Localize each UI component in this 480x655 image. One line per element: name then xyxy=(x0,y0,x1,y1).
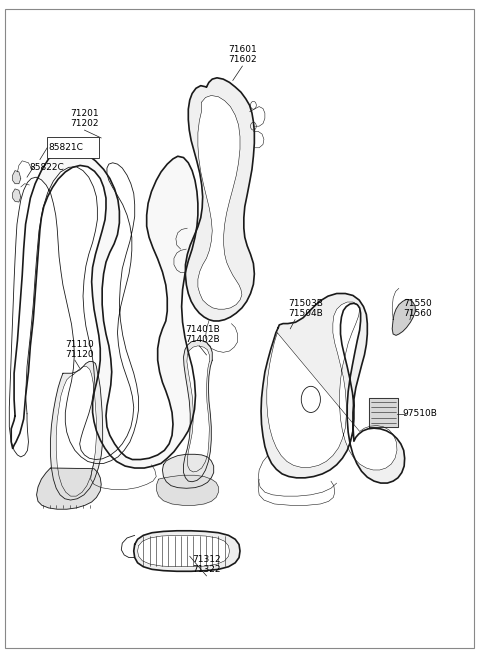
Text: 71110: 71110 xyxy=(65,340,94,349)
Text: 71312: 71312 xyxy=(192,555,221,564)
Polygon shape xyxy=(157,476,218,505)
Polygon shape xyxy=(9,163,139,464)
Text: 71401B: 71401B xyxy=(185,325,220,334)
Text: 71503B: 71503B xyxy=(288,299,323,308)
Polygon shape xyxy=(369,398,398,427)
Polygon shape xyxy=(267,302,397,470)
Polygon shape xyxy=(162,455,214,488)
Polygon shape xyxy=(11,148,198,468)
Text: 71120: 71120 xyxy=(65,350,94,359)
Polygon shape xyxy=(12,171,21,183)
Polygon shape xyxy=(185,78,254,321)
Polygon shape xyxy=(392,299,415,335)
Text: 71602: 71602 xyxy=(228,55,257,64)
Polygon shape xyxy=(50,362,103,500)
Polygon shape xyxy=(138,535,229,567)
Text: 71402B: 71402B xyxy=(185,335,219,344)
Text: 71504B: 71504B xyxy=(288,309,323,318)
Text: 71202: 71202 xyxy=(70,119,99,128)
Text: 71560: 71560 xyxy=(403,309,432,318)
Text: 71201: 71201 xyxy=(70,109,99,119)
Text: 71322: 71322 xyxy=(192,565,221,574)
Polygon shape xyxy=(56,367,96,496)
Polygon shape xyxy=(134,531,240,571)
Text: 97510B: 97510B xyxy=(403,409,438,419)
Polygon shape xyxy=(183,341,212,481)
Polygon shape xyxy=(12,189,21,202)
Text: 85822C: 85822C xyxy=(29,163,64,172)
Text: 71601: 71601 xyxy=(228,45,257,54)
Polygon shape xyxy=(261,293,405,483)
Polygon shape xyxy=(198,96,242,309)
Text: 71550: 71550 xyxy=(403,299,432,308)
Text: 85821C: 85821C xyxy=(48,143,84,151)
Polygon shape xyxy=(36,468,101,509)
Polygon shape xyxy=(187,346,209,472)
FancyBboxPatch shape xyxy=(47,137,99,158)
